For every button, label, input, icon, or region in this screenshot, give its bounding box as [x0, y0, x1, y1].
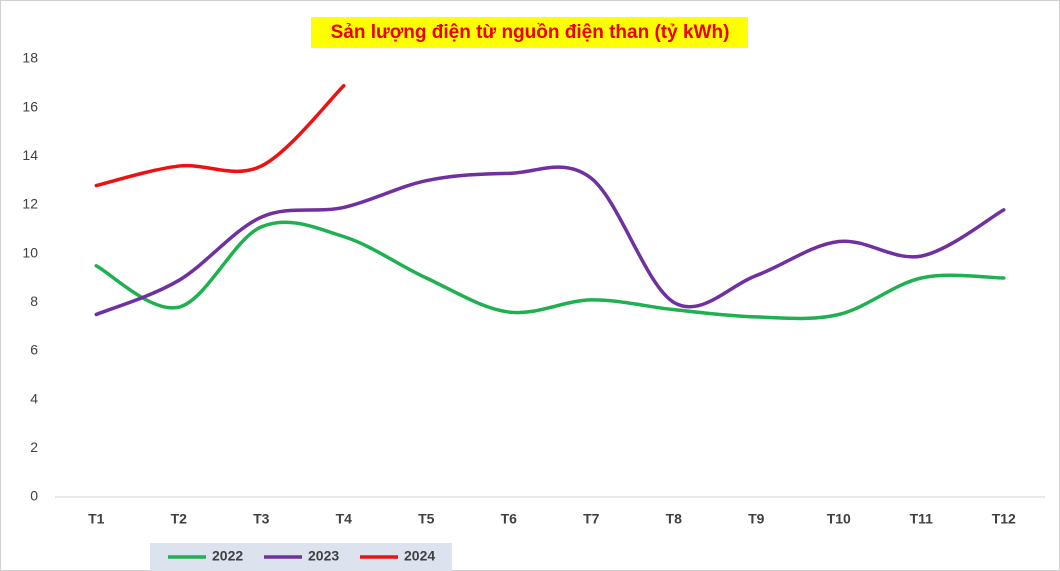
x-tick-label: T11	[910, 511, 934, 527]
x-tick-label: T3	[253, 511, 270, 527]
legend-label: 2023	[308, 548, 339, 564]
x-tick-label: T4	[336, 511, 353, 527]
chart-title: Sản lượng điện từ nguồn điện than (tỷ kW…	[331, 22, 730, 43]
y-tick-label: 8	[30, 293, 38, 309]
series-line	[94, 165, 1006, 317]
x-tick-label: T6	[501, 511, 518, 527]
legend-label: 2024	[404, 548, 435, 564]
y-tick-label: 18	[22, 50, 38, 66]
x-tick-label: T7	[583, 511, 600, 527]
x-tick-label: T9	[748, 511, 765, 527]
x-tick-label: T5	[418, 511, 435, 527]
y-tick-label: 4	[30, 390, 38, 406]
legend-label: 2022	[212, 548, 243, 564]
series-line	[94, 84, 346, 188]
y-tick-label: 0	[30, 488, 38, 504]
y-tick-label: 16	[22, 98, 38, 114]
y-tick-label: 12	[22, 196, 38, 212]
series-line	[94, 220, 1006, 321]
x-tick-label: T2	[171, 511, 188, 527]
x-tick-label: T12	[992, 511, 1016, 527]
y-tick-label: 10	[22, 244, 38, 260]
x-tick-label: T1	[88, 511, 105, 527]
y-tick-label: 14	[22, 147, 38, 163]
y-tick-label: 2	[30, 439, 38, 455]
x-tick-label: T8	[666, 511, 683, 527]
y-tick-label: 6	[30, 342, 38, 358]
title-background	[311, 17, 748, 48]
x-tick-label: T10	[827, 511, 851, 527]
